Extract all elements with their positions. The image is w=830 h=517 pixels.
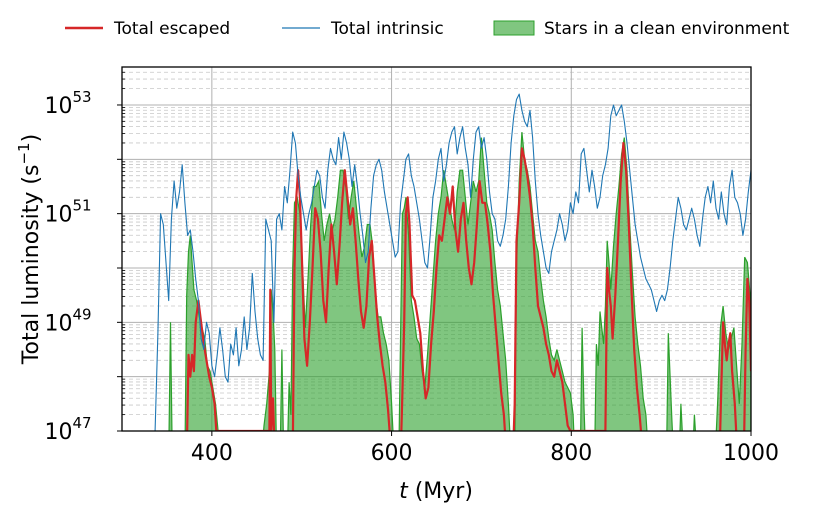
x-tick-label-1: 600 xyxy=(371,441,413,466)
tick-labels: 400 600 800 1000 1047 1049 1051 1053 xyxy=(44,88,779,466)
legend: Total escaped Total intrinsic Stars in a… xyxy=(65,19,790,39)
y-tick-label-3: 1053 xyxy=(44,88,91,119)
y-axis-label-exp: −1 xyxy=(15,142,33,164)
plot-data xyxy=(154,93,751,431)
x-tick-label-0: 400 xyxy=(191,441,233,466)
y-axis-label-close: ) xyxy=(19,134,44,143)
legend-label-escaped: Total escaped xyxy=(113,19,230,39)
y-tick-label-2: 1051 xyxy=(44,197,91,228)
legend-swatch-clean xyxy=(493,20,535,36)
x-axis-label: t (Myr) xyxy=(399,479,473,504)
legend-label-clean: Stars in a clean environment xyxy=(544,19,790,39)
y-axis-label-text: Total luminosity (s xyxy=(19,165,44,366)
x-axis-label-var: t xyxy=(399,479,409,504)
x-tick-label-2: 800 xyxy=(550,441,592,466)
y-tick-label-1: 1049 xyxy=(44,305,91,336)
x-tick-label-3: 1000 xyxy=(723,441,779,466)
y-tick-label-0: 1047 xyxy=(44,414,91,445)
legend-label-intrinsic: Total intrinsic xyxy=(330,19,444,39)
y-axis-label: Total luminosity (s−1) xyxy=(15,134,44,365)
series-total-escaped-line xyxy=(186,141,751,431)
series-total-intrinsic-line xyxy=(154,93,751,431)
x-axis-label-unit: (Myr) xyxy=(415,479,473,504)
plot-frame xyxy=(121,66,752,432)
